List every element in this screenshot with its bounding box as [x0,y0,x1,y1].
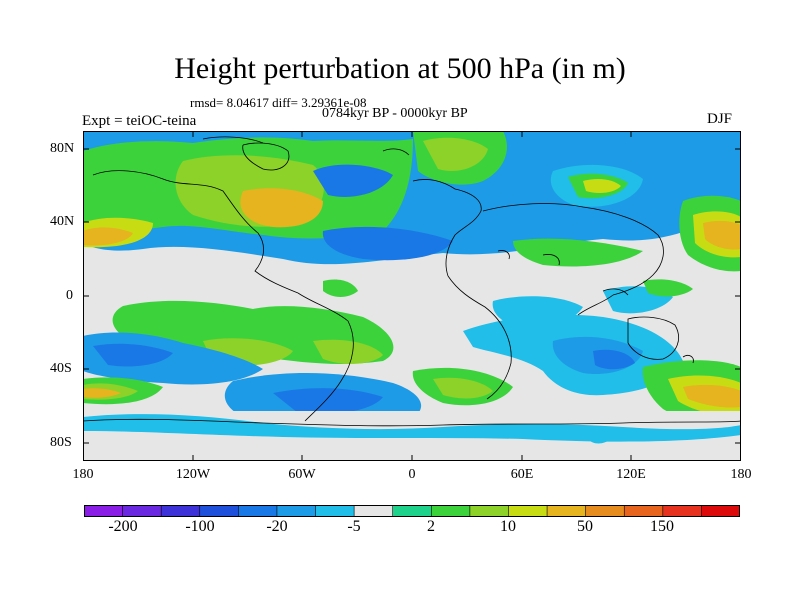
colorbar-cell [701,505,740,517]
lat-label-40n: 40N [50,214,75,229]
colorbar-cell [160,505,201,517]
lon-label-180w: 180 [72,467,94,482]
lon-label-120e: 120E [616,467,646,482]
colorbar-label-10: 10 [500,518,516,535]
axis-ticks [83,131,741,461]
colorbar-cell [392,505,433,517]
season-label: DJF [707,111,733,127]
coastlines [83,136,741,427]
lon-label-0: 0 [408,467,416,482]
lat-label-80s: 80S [50,435,72,450]
plot-title: Height perturbation at 500 hPa (in m) [174,52,626,85]
contour-fill [83,131,741,461]
colorbar-label-minus5: -5 [347,518,361,535]
colorbar-cell [430,505,471,517]
colorbar-label-minus20: -20 [266,518,288,535]
lon-label-120w: 120W [175,467,211,482]
lon-label-180e: 180 [730,467,752,482]
lon-label-60e: 60E [510,467,534,482]
colorbar-cell [469,505,510,517]
colorbar-cell [623,505,664,517]
colorbar-cell [353,505,394,517]
period-label: 0784kyr BP - 0000kyr BP [322,106,468,121]
colorbar-label-150: 150 [650,518,674,535]
lat-label-0: 0 [66,288,73,303]
colorbar-cell [315,505,355,517]
colorbar-cell [546,505,587,517]
colorbar-label-minus200: -200 [108,518,138,535]
colorbar-label-50: 50 [577,518,593,535]
colorbar-label-2: 2 [427,518,435,535]
experiment-label: Expt = teiOC-teina [82,113,197,129]
colorbar [84,505,740,517]
lon-label-60w: 60W [288,467,316,482]
colorbar-cell [199,505,240,517]
colorbar-cell [585,505,626,517]
colorbar-cell [276,505,317,517]
map-panel [83,131,741,461]
stats-text: rmsd= 8.04617 diff= 3.29361e-08 [190,95,367,110]
colorbar-cell [238,505,278,517]
lat-label-80n: 80N [50,141,75,156]
colorbar-cell [84,505,124,517]
colorbar-cell [122,505,162,517]
colorbar-cell [662,505,703,517]
colorbar-cell [508,505,548,517]
lat-label-40s: 40S [50,361,72,376]
colorbar-label-minus100: -100 [185,518,215,535]
